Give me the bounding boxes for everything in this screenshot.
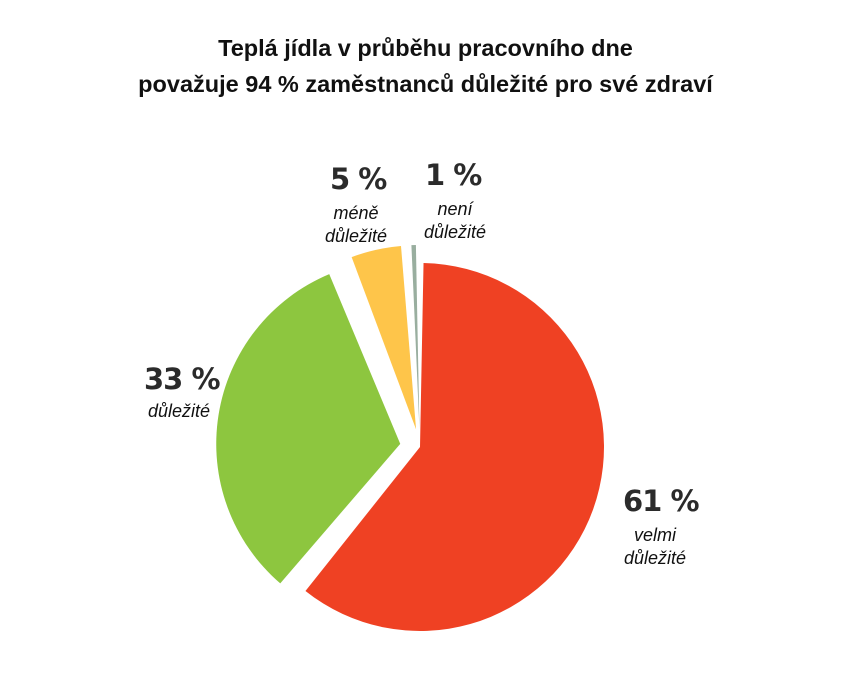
chart-title-line2: považuje 94 % zaměstnanců důležité pro s… (138, 71, 713, 97)
slice-category-line2: důležité (324, 226, 388, 246)
pie-slice-důležité (216, 274, 401, 584)
pie-slice-není-důležité (411, 245, 420, 430)
slice-category-label-dulezite: důležité (124, 400, 234, 423)
chart-title-line1: Teplá jídla v průběhu pracovního dne (218, 35, 633, 61)
pie-slice-méně-důležité (351, 246, 417, 430)
slice-category-line2: důležité (423, 222, 487, 242)
slice-category-line2: důležité (623, 548, 687, 568)
slice-category-line1: není (437, 199, 473, 219)
slice-category-line1: důležité (147, 401, 211, 421)
slice-value-label-dulezite: 33 % (144, 362, 221, 396)
slice-category-label-velmi-dulezite: velmi důležité (600, 524, 710, 570)
slice-category-label-mene-dulezite: méně důležité (301, 202, 411, 248)
chart-title: Teplá jídla v průběhu pracovního dne pov… (0, 30, 851, 102)
slice-value-label-neni-dulezite: 1 % (425, 158, 482, 192)
pie-slice-velmi-důležité (305, 263, 604, 631)
slice-category-line1: méně (333, 203, 379, 223)
slice-value-label-velmi-dulezite: 61 % (623, 484, 700, 518)
slice-category-line1: velmi (633, 525, 676, 545)
slice-category-label-neni-dulezite: není důležité (400, 198, 510, 244)
slice-value-label-mene-dulezite: 5 % (330, 162, 387, 196)
